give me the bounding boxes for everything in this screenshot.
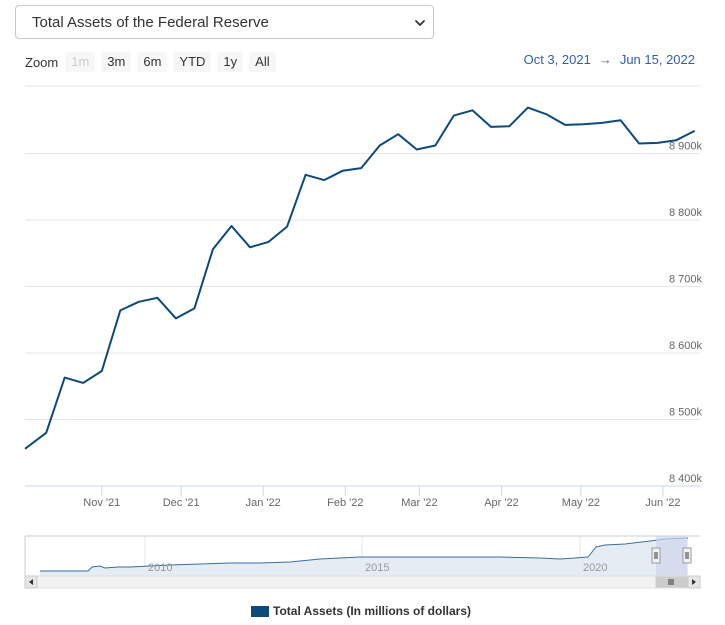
data-point[interactable] xyxy=(304,173,308,177)
data-point[interactable] xyxy=(656,141,660,145)
y-tick-label: 8 900k xyxy=(669,141,703,153)
scroll-right-button[interactable] xyxy=(687,575,701,589)
navigator-year-label: 2010 xyxy=(148,562,172,574)
series-select-value: Total Assets of the Federal Reserve xyxy=(32,13,269,31)
data-point[interactable] xyxy=(544,112,548,116)
data-point[interactable] xyxy=(396,132,400,136)
zoom-controls: Zoom 1m 3m 6m YTD 1y All xyxy=(25,52,282,72)
x-tick-label: Dec '21 xyxy=(163,497,200,509)
arrow-right-icon: → xyxy=(598,52,612,67)
y-tick-label: 8 400k xyxy=(669,473,703,485)
data-point[interactable] xyxy=(322,178,326,182)
data-point[interactable] xyxy=(433,144,437,148)
data-point[interactable] xyxy=(285,225,289,229)
data-point[interactable] xyxy=(267,240,271,244)
navigator-series-line xyxy=(40,537,689,572)
data-point[interactable] xyxy=(174,316,178,320)
data-point[interactable] xyxy=(23,447,27,451)
data-point[interactable] xyxy=(470,108,474,112)
data-point[interactable] xyxy=(341,169,345,173)
legend[interactable]: Total Assets (In millions of dollars) xyxy=(251,604,471,618)
navigator-right-handle[interactable] xyxy=(682,547,692,564)
chart-area: Nov '21 Dec '21 Jan '22 Feb '22 Mar '22 Apr '… xyxy=(23,85,703,589)
zoom-1y-button[interactable]: 1y xyxy=(217,52,244,72)
scroll-left-button[interactable] xyxy=(24,575,38,589)
data-point[interactable] xyxy=(359,166,363,170)
y-tick-label: 8 800k xyxy=(669,207,703,219)
date-range-to[interactable]: Jun 15, 2022 xyxy=(619,52,695,67)
data-point[interactable] xyxy=(63,376,67,380)
navigator-year-label: 2015 xyxy=(365,562,389,574)
navigator-left-handle[interactable] xyxy=(651,547,661,564)
total-assets-line xyxy=(24,106,696,450)
x-tick-label: Mar '22 xyxy=(401,497,437,509)
zoom-label: Zoom xyxy=(25,54,59,70)
data-point[interactable] xyxy=(44,431,48,435)
data-point[interactable] xyxy=(211,247,215,251)
data-point[interactable] xyxy=(489,125,493,129)
data-point[interactable] xyxy=(81,381,85,385)
arrow-right-icon xyxy=(692,579,696,585)
scrollbar-track[interactable] xyxy=(24,575,701,589)
zoom-ytd-button[interactable]: YTD xyxy=(173,52,212,72)
zoom-6m-button[interactable]: 6m xyxy=(137,52,168,72)
data-point[interactable] xyxy=(192,306,196,310)
data-point[interactable] xyxy=(563,123,567,127)
zoom-1m-button[interactable]: 1m xyxy=(65,52,96,72)
data-point[interactable] xyxy=(526,106,530,110)
data-point[interactable] xyxy=(155,296,159,300)
data-point[interactable] xyxy=(100,369,104,373)
data-point[interactable] xyxy=(248,245,252,249)
arrow-left-icon xyxy=(29,579,33,585)
data-point[interactable] xyxy=(674,138,678,142)
y-tick-label: 8 600k xyxy=(669,340,703,352)
data-point[interactable] xyxy=(118,308,122,312)
grid-lines xyxy=(25,85,700,487)
legend-swatch xyxy=(251,605,269,617)
navigator-selected-range[interactable] xyxy=(656,536,687,576)
navigator-year-label: 2020 xyxy=(583,562,607,574)
data-point[interactable] xyxy=(582,122,586,126)
data-point[interactable] xyxy=(693,129,697,133)
x-axis: Nov '21 Dec '21 Jan '22 Feb '22 Mar '22 Apr '… xyxy=(25,485,700,509)
y-axis: 8 400k 8 500k 8 600k 8 700k 8 800k 8 900k xyxy=(669,141,703,486)
legend-label: Total Assets (In millions of dollars) xyxy=(273,604,472,618)
data-point[interactable] xyxy=(415,148,419,152)
x-tick-label: Apr '22 xyxy=(484,497,519,509)
x-tick-label: Jan '22 xyxy=(246,497,281,509)
scrollbar-thumb[interactable] xyxy=(655,576,688,588)
x-tick-label: Nov '21 xyxy=(83,497,120,509)
data-point[interactable] xyxy=(137,300,141,304)
data-point[interactable] xyxy=(619,118,623,122)
data-point[interactable] xyxy=(229,224,233,228)
navigator[interactable]: 2010 2015 2020 xyxy=(24,535,700,576)
data-point[interactable] xyxy=(600,121,604,125)
x-tick-label: Jun '22 xyxy=(645,497,680,509)
data-point[interactable] xyxy=(452,114,456,118)
data-point[interactable] xyxy=(507,124,511,128)
x-tick-label: May '22 xyxy=(562,497,600,509)
y-tick-label: 8 700k xyxy=(669,274,703,286)
scrollbar[interactable] xyxy=(24,575,701,589)
date-range: Oct 3, 2021 → Jun 15, 2022 xyxy=(524,52,695,67)
zoom-all-button[interactable]: All xyxy=(249,52,276,72)
zoom-3m-button[interactable]: 3m xyxy=(101,52,132,72)
chevron-down-icon xyxy=(415,20,425,26)
data-point[interactable] xyxy=(378,144,382,148)
date-range-from[interactable]: Oct 3, 2021 xyxy=(523,52,591,67)
data-point[interactable] xyxy=(637,142,641,146)
x-tick-label: Feb '22 xyxy=(327,497,363,509)
y-tick-label: 8 500k xyxy=(669,407,703,419)
series-select[interactable]: Total Assets of the Federal Reserve xyxy=(15,5,434,39)
